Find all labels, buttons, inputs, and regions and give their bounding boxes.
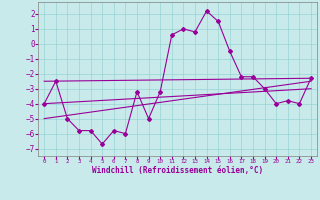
X-axis label: Windchill (Refroidissement éolien,°C): Windchill (Refroidissement éolien,°C) [92, 166, 263, 175]
